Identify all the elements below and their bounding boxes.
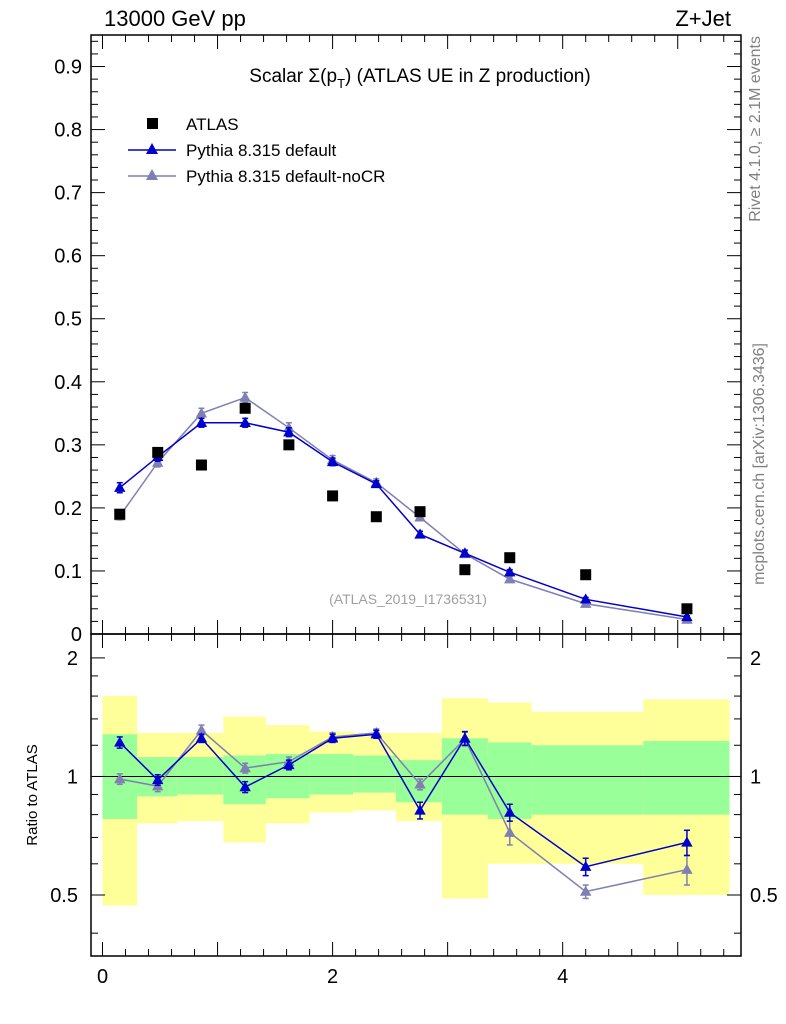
main-mc-point-1-10	[579, 593, 592, 604]
main-mc-point-2-2	[195, 407, 208, 418]
atlas-point-1	[152, 446, 164, 458]
legend: ATLAS Pythia 8.315 default Pythia 8.315 …	[128, 115, 385, 186]
atlas-point-3	[239, 402, 251, 414]
analysis-reference: (ATLAS_2019_I1736531)	[329, 591, 487, 607]
main-mc-point-1-11	[681, 610, 693, 622]
main-y-label-5: 0.6	[54, 246, 82, 268]
axis-tick-labels: 0.10.20.30.40.50.60.70.80.900 2 40.5 0.51 12…	[50, 57, 778, 988]
main-mc-point-1-0	[114, 481, 126, 492]
atlas-point-2	[195, 459, 207, 471]
mcplots-label: mcplots.cern.ch [arXiv:1306.3436]	[751, 343, 768, 585]
green-band-10	[531, 745, 644, 815]
x-label-2: 4	[557, 966, 568, 988]
ratio-mc-line-1	[119, 729, 688, 893]
main-mc-point-1-7	[414, 528, 426, 539]
ratio-axis-label: Ratio to ATLAS	[24, 744, 41, 845]
main-y-label-zero: 0	[71, 624, 82, 646]
atlas-point-7	[414, 506, 426, 518]
atlas-point-8	[459, 564, 471, 576]
main-y-label-4: 0.5	[54, 309, 82, 331]
main-mc-point-1-4	[283, 426, 295, 437]
main-mc-point-2-3	[239, 391, 251, 402]
ratio-mc-point-0-7	[414, 804, 426, 815]
main-y-label-1: 0.2	[54, 498, 82, 520]
ratio-mc-point-0-8	[459, 732, 471, 743]
plot-title-pre: Scalar Σ(p	[249, 66, 337, 87]
atlas-point-11	[681, 603, 693, 615]
main-mc-point-1-3	[239, 416, 251, 427]
ratio-y-label-right-0: 0.5	[750, 885, 778, 907]
ratio-mc-point-1-9	[504, 826, 516, 837]
ratio-y-label-right-2: 2	[750, 648, 761, 670]
data-series	[114, 391, 693, 900]
ratio-y-label-left-2: 2	[67, 648, 78, 670]
atlas-point-5	[327, 490, 339, 502]
ratio-plot-frame	[90, 633, 742, 957]
process-label: Z+Jet	[675, 6, 731, 31]
ratio-y-label-right-1: 1	[750, 766, 761, 788]
green-band-2	[177, 757, 224, 795]
main-mc-point-1-8	[459, 547, 471, 558]
rivet-label: Rivet 4.1.0, ≥ 2.1M events	[747, 36, 764, 222]
main-y-label-3: 0.4	[54, 372, 82, 394]
axis-ticks	[91, 35, 741, 956]
legend-marker-nocr	[146, 169, 158, 180]
collision-label: 13000 GeV pp	[104, 6, 246, 31]
ratio-mc-point-0-1	[152, 773, 164, 785]
main-mc-line-1	[119, 422, 688, 618]
plot-title-post: ) (ATLAS UE in Z production)	[345, 66, 591, 87]
ratio-mc-point-0-9	[504, 806, 516, 817]
main-y-label-6: 0.7	[54, 183, 82, 205]
main-y-label-0: 0.1	[54, 561, 82, 583]
legend-label-atlas: ATLAS	[186, 115, 239, 134]
main-y-label-8: 0.9	[54, 57, 82, 79]
ratio-uncertainty-bands	[102, 696, 730, 906]
ratio-mc-point-0-3	[239, 781, 251, 792]
ratio-mc-point-1-3	[239, 762, 251, 773]
ratio-mc-point-1-7	[414, 778, 426, 789]
ratio-mc-point-0-10	[579, 860, 592, 871]
ratio-mc-point-0-2	[195, 732, 208, 743]
ratio-mc-point-0-5	[326, 732, 339, 743]
green-band-6	[353, 755, 396, 793]
main-mc-point-2-9	[504, 573, 516, 584]
plot-title: Scalar Σ(pT) (ATLAS UE in Z production)	[249, 66, 590, 91]
ratio-mc-point-1-10	[579, 885, 592, 896]
main-y-label-2: 0.3	[54, 435, 82, 457]
legend-label-nocr: Pythia 8.315 default-noCR	[186, 167, 385, 186]
ratio-y-label-left-1: 1	[67, 766, 78, 788]
main-y-label-7: 0.8	[54, 120, 82, 142]
main-mc-point-1-5	[326, 455, 339, 467]
main-mc-line-2	[119, 396, 688, 621]
green-band-11	[643, 741, 730, 815]
ratio-mc-point-1-2	[195, 724, 208, 735]
atlas-point-9	[504, 552, 516, 564]
ratio-mc-point-1-0	[114, 773, 126, 784]
ratio-mc-point-1-11	[681, 863, 693, 874]
legend-label-default: Pythia 8.315 default	[186, 141, 337, 160]
ratio-mc-point-0-11	[681, 836, 693, 847]
atlas-point-4	[283, 439, 295, 451]
legend-marker-default	[146, 143, 158, 154]
ratio-mc-point-0-0	[114, 736, 126, 747]
x-label-0: 0	[97, 966, 108, 988]
legend-marker-atlas	[147, 118, 158, 129]
x-label-1: 2	[327, 966, 338, 988]
atlas-point-0	[114, 508, 126, 520]
ratio-y-label-left-0: 0.5	[50, 885, 78, 907]
main-mc-point-1-6	[370, 477, 383, 489]
ratio-mc-point-0-4	[283, 758, 295, 770]
green-band-5	[309, 754, 354, 795]
ratio-mc-point-0-6	[370, 728, 383, 739]
atlas-point-6	[370, 511, 382, 523]
plot-title-subscript: T	[337, 76, 345, 91]
main-mc-point-1-2	[195, 416, 208, 427]
main-mc-point-1-9	[504, 566, 516, 577]
ratio-mc-line-0	[119, 733, 688, 868]
atlas-point-10	[580, 569, 592, 581]
